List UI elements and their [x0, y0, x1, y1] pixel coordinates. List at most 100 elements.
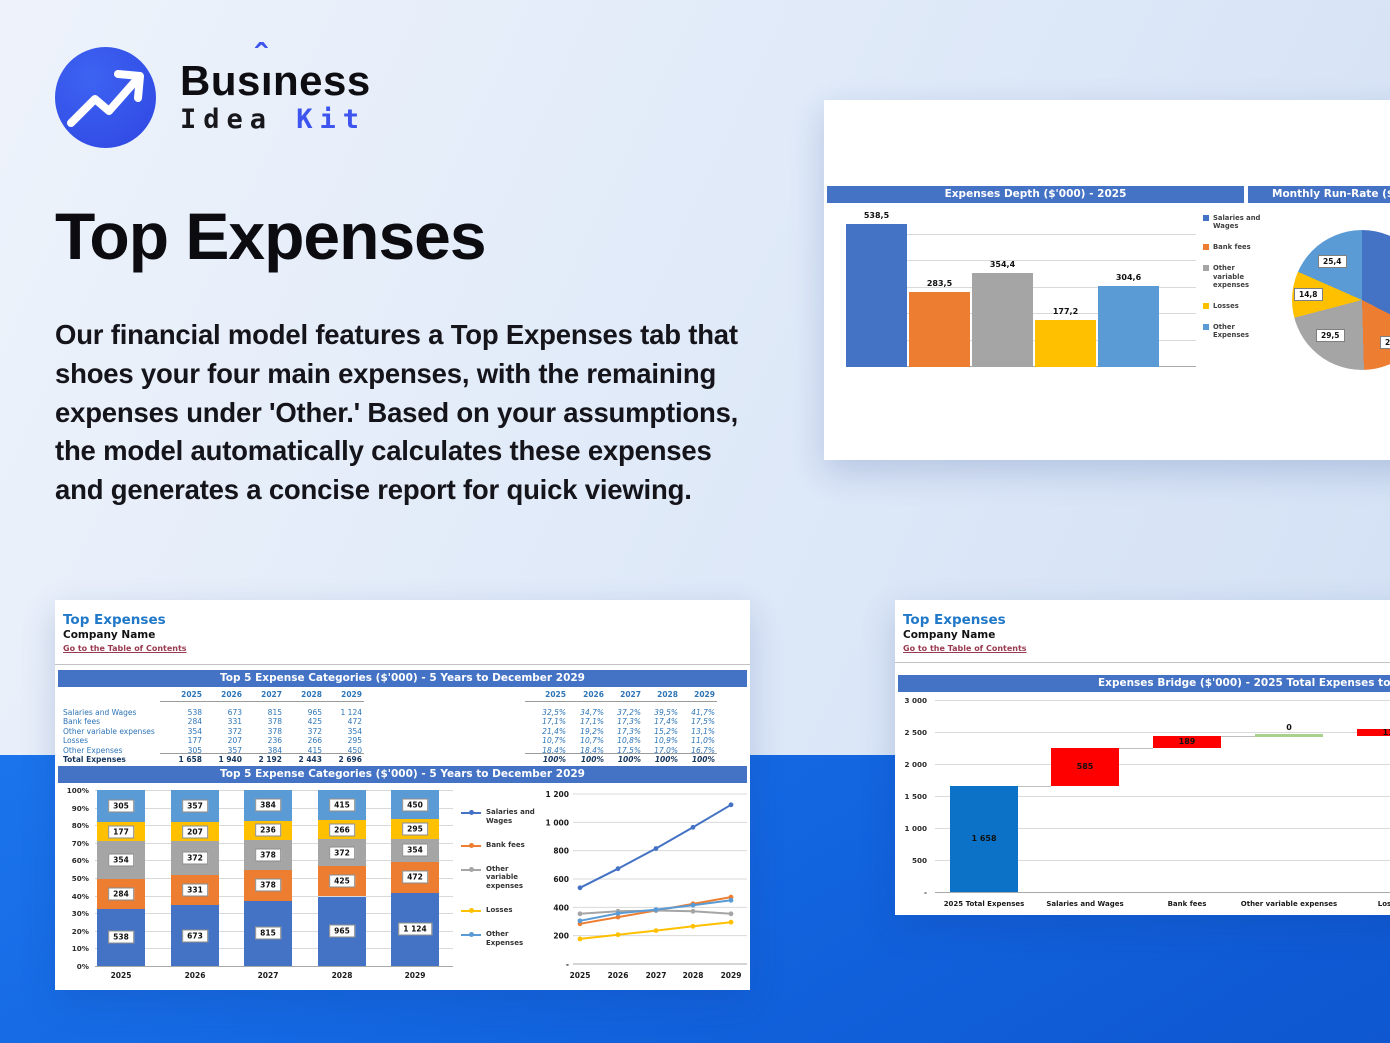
- table-cell: 10,9%: [654, 736, 678, 746]
- table-cell: 18,4%: [542, 745, 566, 755]
- table-cell: 2029: [694, 690, 715, 699]
- bar-Bank fees: [909, 291, 970, 367]
- table-cell: 450: [347, 745, 362, 755]
- legend-item: Salaries and Wages: [1203, 214, 1265, 230]
- y-tick: 3 000: [904, 696, 927, 705]
- y-tick: 60%: [71, 856, 89, 866]
- x-tick: 2029: [404, 971, 426, 980]
- table-cell: 100%: [542, 755, 566, 764]
- bar-Salaries and Wages: [846, 224, 907, 367]
- brand-logo: Busı ˆ ness Idea Kit: [55, 39, 371, 148]
- bar-value-label: 1 658: [971, 833, 997, 843]
- waterfall-connector: [1221, 736, 1255, 738]
- segment-value-label: 472: [402, 870, 428, 884]
- svg-text:800: 800: [553, 847, 569, 856]
- top5-chart-banner: Top 5 Expense Categories ($'000) - 5 Yea…: [58, 766, 747, 783]
- bar-value-label: 304,6: [1115, 273, 1142, 283]
- legend-dot: [469, 842, 474, 848]
- total-topline: [160, 753, 364, 754]
- y-tick: 30%: [71, 909, 89, 919]
- table-cell: 18,4%: [580, 745, 604, 755]
- waterfall-zero-marker: [1255, 734, 1323, 738]
- table-cell: 1 940: [218, 755, 243, 764]
- screenshot-top-expenses-sheet: Top Expenses Company Name Go to the Tabl…: [55, 600, 750, 990]
- bar-value-label: 118: [1382, 727, 1390, 737]
- bar-value-label: 283,5: [926, 278, 953, 288]
- table-cell: 354: [187, 726, 202, 736]
- segment-value-label: 331: [182, 883, 208, 897]
- line-chart-svg: 1 200 1 000 800 600 400 200 -2025 2026 2027 2028 2…: [546, 790, 747, 980]
- pie-slice-label-Other variable expenses: 29,5: [1316, 329, 1345, 342]
- y-tick: 500: [911, 856, 927, 865]
- y-tick: 50%: [71, 874, 89, 883]
- table-cell: 17,3%: [617, 717, 641, 727]
- table-cell: 354: [347, 726, 362, 736]
- bar-Losses: [1035, 320, 1096, 367]
- table-cell: 21,4%: [542, 726, 566, 736]
- table-cell: 2 696: [338, 755, 363, 764]
- legend-swatch: [1203, 215, 1209, 221]
- gridline: [935, 892, 1390, 893]
- table-cell: 1 658: [178, 755, 203, 764]
- total-label: Total Expenses: [63, 755, 126, 764]
- gridline: [935, 764, 1390, 765]
- table-of-contents-link[interactable]: Go to the Table of Contents: [903, 644, 1027, 653]
- legend-label: Bank fees: [486, 840, 525, 849]
- top5-table-banner: Top 5 Expense Categories ($'000) - 5 Yea…: [58, 670, 747, 687]
- gridline: [935, 796, 1390, 797]
- table-cell: 2025: [181, 690, 202, 699]
- table-cell: 100%: [691, 755, 715, 764]
- expenses-depth-bar-chart: 538,5 283,5 354,4 177,2 304,6: [846, 202, 1196, 367]
- legend-item: Losses: [461, 906, 541, 915]
- table-cell: 372: [227, 726, 242, 736]
- table-cell: 16,7%: [691, 745, 715, 755]
- table-cell: 2028: [301, 690, 322, 699]
- bar-value-label: 538,5: [863, 211, 890, 221]
- table-of-contents-link[interactable]: Go to the Table of Contents: [63, 644, 187, 653]
- segment-value-label: 354: [108, 853, 134, 867]
- table-cell: 472: [347, 717, 362, 727]
- table-cell: 425: [307, 717, 322, 727]
- top5-chart-legend: Salaries and Wages Bank fees Other variabl…: [461, 808, 541, 947]
- x-tick: Other variable expenses: [1240, 900, 1338, 908]
- screenshot-expenses-bridge-panel: Top Expenses Company Name Go to the Tabl…: [895, 600, 1390, 915]
- legend-label: Other Expenses: [486, 929, 524, 947]
- top5-expense-table: 2025 2025 2026 2026 2027 2027 2028 2028 2029 2029…: [55, 600, 750, 785]
- table-cell: 2025: [545, 690, 566, 699]
- gridline: [846, 260, 1196, 261]
- legend-dot: [469, 866, 474, 872]
- table-cell: 2026: [583, 690, 604, 699]
- table-cell: 11,0%: [691, 736, 715, 746]
- header-underline: [160, 701, 364, 702]
- bar-Other Expenses: [1098, 286, 1159, 367]
- gridline: [95, 966, 453, 967]
- table-cell: 13,1%: [691, 726, 715, 736]
- y-tick: 70%: [71, 838, 89, 848]
- bar-value-label: 189: [1178, 737, 1196, 747]
- table-cell: 673: [227, 708, 242, 717]
- table-cell: 17,3%: [617, 726, 641, 736]
- legend-label: Other variable expenses: [1213, 264, 1250, 289]
- table-cell: 1 124: [340, 708, 362, 717]
- waterfall-bar-Bank fees: [1153, 736, 1221, 749]
- y-tick: 0%: [76, 962, 89, 971]
- segment-value-label: 1 124: [398, 922, 432, 936]
- segment-value-label: 305: [108, 799, 134, 813]
- svg-text:2028: 2028: [683, 971, 704, 980]
- row-label: Salaries and Wages: [63, 708, 137, 717]
- legend-item: Other variable expenses: [1203, 264, 1265, 289]
- table-cell: 2027: [620, 690, 641, 699]
- divider: [895, 662, 1390, 663]
- table-cell: 538: [187, 708, 202, 717]
- divider: [55, 664, 750, 665]
- page-title: Top Expenses: [55, 199, 487, 273]
- segment-value-label: 815: [255, 926, 281, 940]
- expenses-depth-banner: Expenses Depth ($'000) - 2025: [827, 186, 1244, 203]
- table-cell: 17,4%: [654, 717, 678, 727]
- gridline: [935, 700, 1390, 701]
- table-cell: 207: [227, 736, 242, 746]
- x-tick: 2025 Total Expenses: [943, 900, 1025, 908]
- table-cell: 100%: [654, 755, 678, 764]
- waterfall-bar-2025 Total Expenses: [950, 785, 1018, 892]
